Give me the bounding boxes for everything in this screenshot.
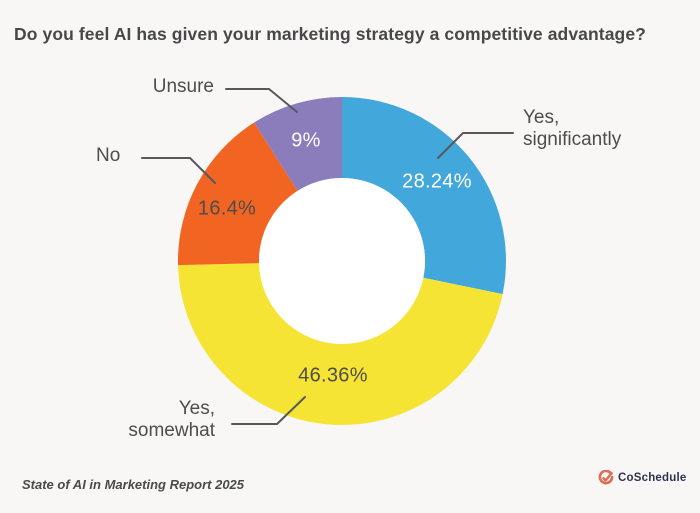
- callout-label-no-text: No: [96, 145, 121, 166]
- callout-label-yes-significantly-line1: Yes,: [523, 107, 560, 128]
- callout-label-yes-somewhat: Yes, somewhat: [95, 398, 215, 442]
- donut-segments: [177, 97, 506, 425]
- chart-title: Do you feel AI has given your marketing …: [14, 24, 646, 44]
- value-label-yes-significantly: 28.24%: [402, 170, 472, 193]
- source-attribution: State of AI in Marketing Report 2025: [22, 477, 245, 492]
- value-label-no: 16.4%: [197, 197, 257, 220]
- leader-line-yes-significantly: [437, 132, 514, 159]
- leader-line-yes-somewhat: [231, 396, 306, 425]
- value-label-yes-somewhat: 46.36%: [298, 364, 368, 387]
- donut-hole: [259, 178, 425, 344]
- leader-line-no: [141, 157, 216, 184]
- coschedule-logo: CoSchedule: [598, 470, 686, 486]
- callout-label-unsure-text: Unsure: [152, 76, 214, 97]
- callout-label-unsure: Unsure: [130, 76, 214, 98]
- value-label-unsure: 9%: [291, 129, 321, 152]
- callout-label-yes-significantly: Yes, significantly: [523, 107, 621, 151]
- callout-label-yes-somewhat-line2: somewhat: [128, 420, 215, 442]
- segment-yes-somewhat: [178, 263, 503, 425]
- coschedule-logo-icon: [598, 470, 614, 485]
- coschedule-logo-text: CoSchedule: [618, 472, 687, 484]
- callout-label-yes-somewhat-line1: Yes,: [178, 398, 215, 419]
- callout-label-yes-significantly-line2: significantly: [523, 129, 622, 151]
- segment-yes-significantly: [342, 97, 506, 295]
- segment-unsure: [254, 97, 342, 191]
- segment-no: [177, 122, 298, 266]
- leader-line-unsure: [225, 88, 298, 113]
- callout-label-no: No: [96, 145, 120, 167]
